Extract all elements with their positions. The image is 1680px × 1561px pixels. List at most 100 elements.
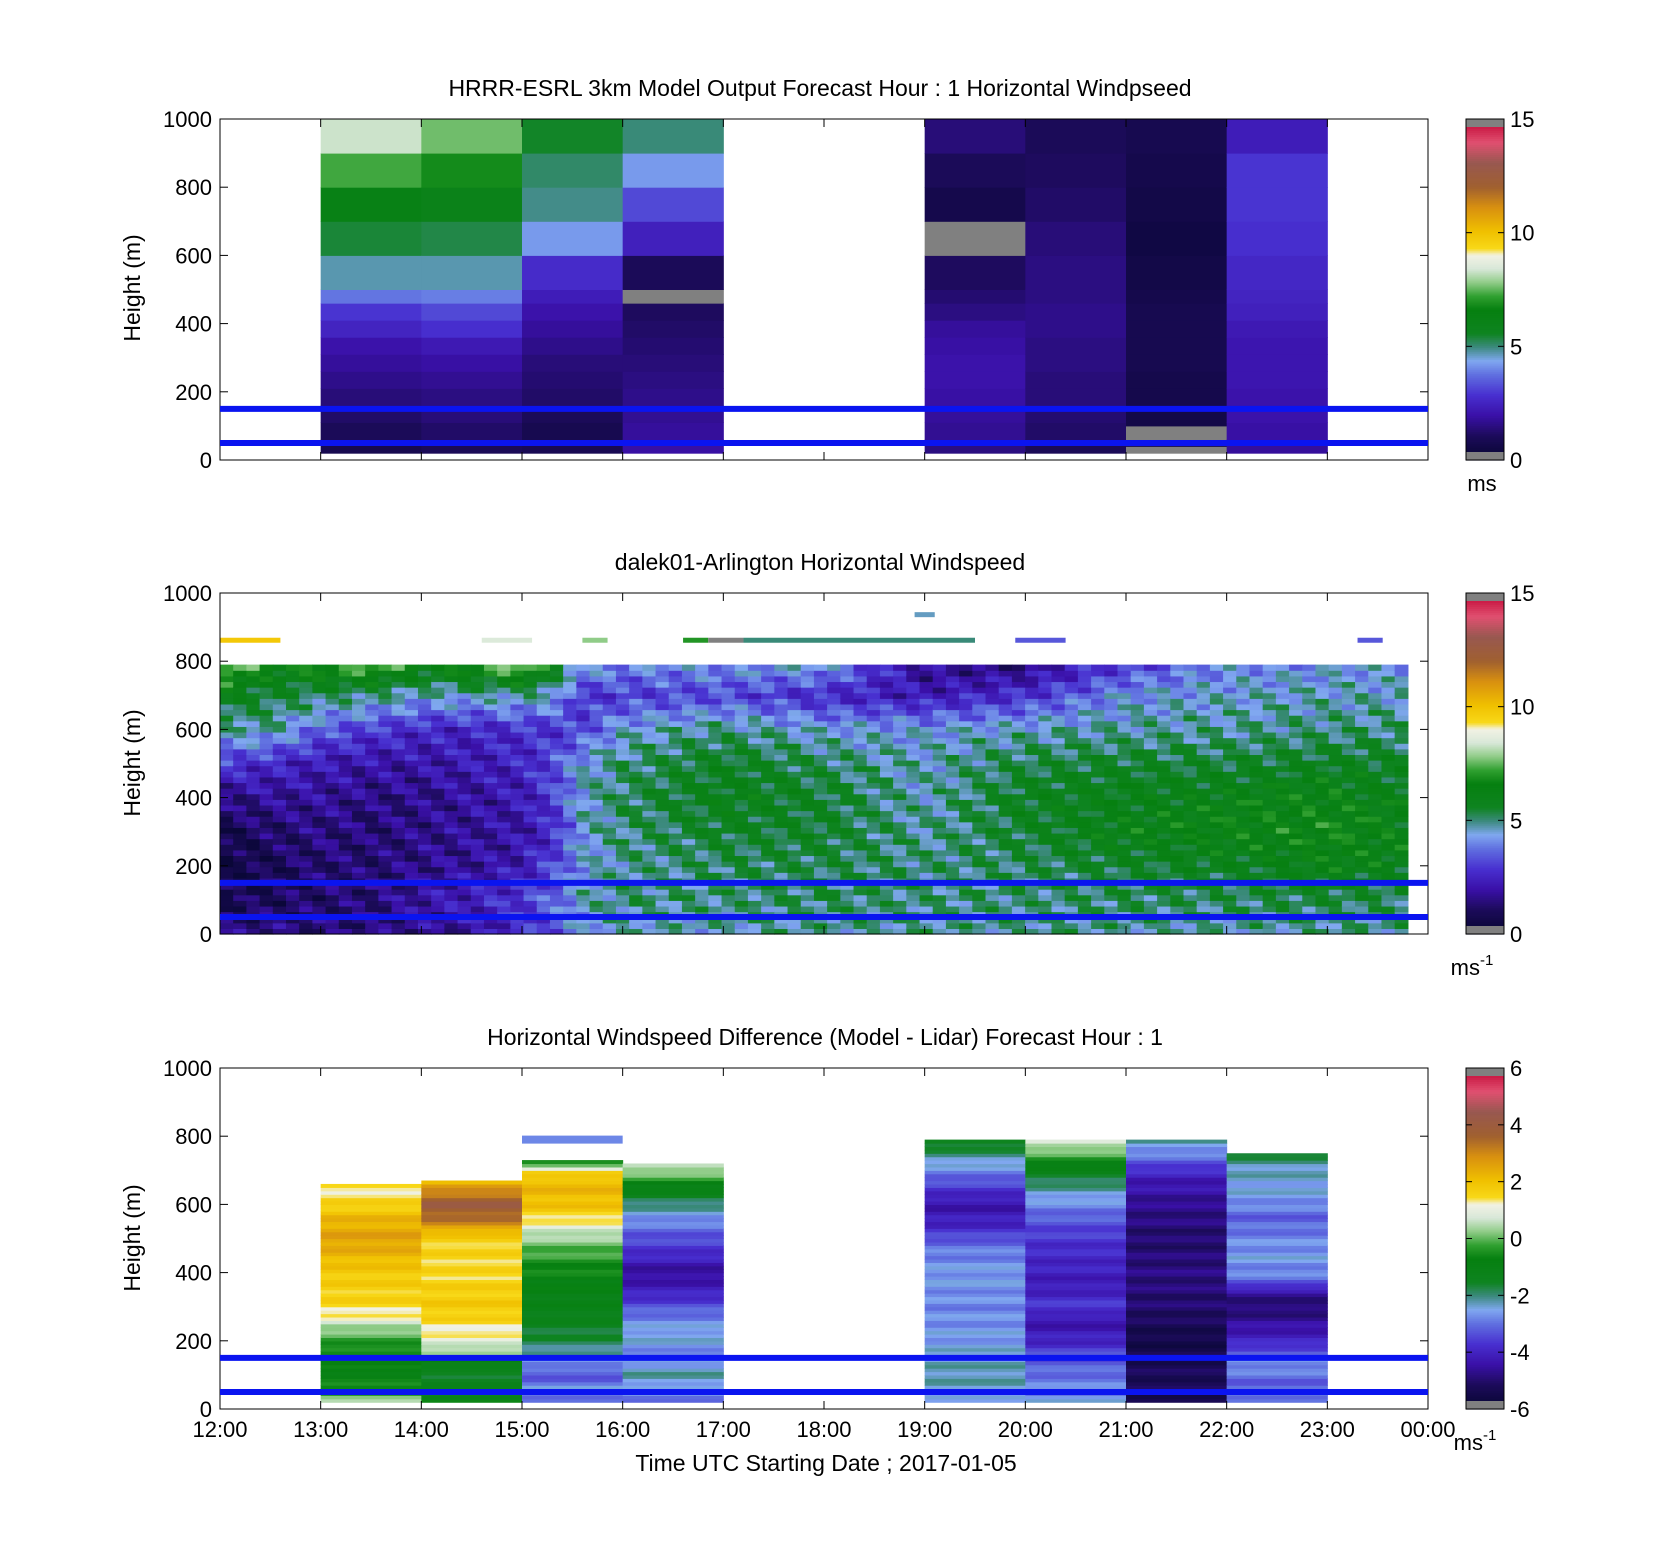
heatmap-cell	[589, 905, 604, 913]
heatmap-cell	[906, 838, 921, 845]
heatmap-cell	[285, 922, 300, 929]
heatmap-cell	[431, 782, 445, 789]
heatmap-cell	[642, 799, 657, 806]
heatmap-cell	[972, 855, 987, 862]
heatmap-cell	[787, 894, 802, 901]
heatmap-cell	[932, 687, 947, 694]
heatmap-cell	[431, 748, 445, 756]
heatmap-cell	[536, 928, 551, 935]
heatmap-cell	[615, 894, 630, 901]
heatmap-cell	[1157, 900, 1171, 907]
heatmap-cell	[549, 664, 564, 671]
heatmap-cell	[787, 922, 802, 929]
heatmap-cell	[1025, 675, 1039, 683]
heatmap-cell	[1236, 765, 1251, 772]
heatmap-cell	[320, 119, 422, 154]
heatmap-cell	[299, 720, 313, 727]
heatmap-cell	[510, 737, 525, 744]
heatmap-cell	[320, 1299, 422, 1304]
heatmap-cell	[959, 664, 973, 671]
colorbar-segment	[1466, 311, 1504, 315]
heatmap-cell	[365, 709, 379, 716]
heatmap-cell	[1223, 715, 1237, 722]
heatmap-cell	[1038, 900, 1053, 907]
heatmap-cell	[1025, 821, 1039, 828]
heatmap-cell	[1394, 776, 1409, 784]
heatmap-cell	[1025, 866, 1039, 873]
heatmap-cell	[655, 799, 670, 806]
heatmap-cell	[1368, 844, 1383, 851]
heatmap-cell	[668, 922, 683, 929]
heatmap-cell	[417, 866, 432, 873]
heatmap-cell	[642, 804, 657, 812]
colorbar-segment	[1466, 805, 1504, 809]
heatmap-cell	[1275, 894, 1290, 901]
colorbar-segment	[1466, 365, 1504, 369]
heatmap-cell	[563, 900, 577, 907]
heatmap-cell	[774, 698, 789, 705]
colorbar-segment	[1466, 659, 1504, 662]
heatmap-cell	[563, 917, 577, 924]
heatmap-cell	[906, 905, 921, 913]
heatmap-cell	[1196, 917, 1211, 924]
heatmap-cell	[893, 743, 907, 750]
heatmap-cell	[470, 731, 485, 739]
heatmap-cell	[1355, 861, 1369, 868]
heatmap-cell	[1051, 703, 1066, 711]
heatmap-cell	[1209, 782, 1224, 789]
heatmap-cell	[351, 675, 366, 683]
heatmap-cell	[813, 664, 828, 671]
heatmap-cell	[391, 821, 406, 828]
heatmap-cell	[1328, 782, 1343, 789]
heatmap-cell	[1302, 709, 1317, 716]
heatmap-cell	[589, 709, 604, 716]
heatmap-cell	[320, 337, 422, 355]
heatmap-cell	[959, 810, 973, 817]
heatmap-cell	[629, 776, 643, 784]
heatmap-cell	[589, 788, 604, 795]
heatmap-cell	[563, 894, 577, 901]
heatmap-cell	[893, 782, 907, 789]
heatmap-cell	[840, 917, 855, 924]
heatmap-cell	[708, 731, 723, 739]
heatmap-cell	[1196, 872, 1211, 879]
heatmap-cell	[1157, 816, 1171, 823]
heatmap-cell	[813, 670, 828, 677]
colorbar-segment	[1466, 895, 1504, 899]
heatmap-cell	[523, 726, 538, 733]
heatmap-cell	[1223, 861, 1237, 868]
heatmap-cell	[919, 838, 934, 845]
colorbar-segment	[1466, 867, 1504, 871]
heatmap-cell	[800, 889, 815, 896]
colorbar-segment	[1466, 239, 1504, 242]
heatmap-cell	[695, 737, 709, 744]
heatmap-cell	[708, 765, 723, 772]
colorbar-segment	[1466, 745, 1504, 749]
colorbar-segment	[1466, 817, 1504, 821]
heatmap-cell	[893, 715, 907, 722]
heatmap-cell	[1117, 675, 1132, 683]
heatmap-cell	[325, 827, 340, 834]
heatmap-cell	[299, 928, 313, 935]
heatmap-cell	[695, 838, 709, 845]
heatmap-cell	[629, 905, 643, 913]
heatmap-cell	[629, 793, 643, 800]
heatmap-cell	[827, 849, 841, 857]
heatmap-cell	[220, 844, 234, 851]
heatmap-cell	[299, 687, 313, 694]
heatmap-cell	[959, 872, 973, 879]
heatmap-cell	[523, 698, 538, 705]
heatmap-cell	[444, 821, 459, 828]
heatmap-cell	[523, 810, 538, 817]
heatmap-cell	[747, 894, 762, 901]
colorbar-segment	[1466, 401, 1504, 405]
heatmap-cell	[1394, 922, 1409, 929]
heatmap-cell	[338, 743, 353, 750]
heatmap-cell	[259, 889, 274, 896]
heatmap-cell	[642, 765, 657, 772]
heatmap-cell	[747, 675, 762, 683]
heatmap-cell	[1236, 832, 1251, 840]
heatmap-cell	[1223, 816, 1237, 823]
heatmap-cell	[259, 838, 274, 845]
heatmap-cell	[622, 354, 724, 372]
